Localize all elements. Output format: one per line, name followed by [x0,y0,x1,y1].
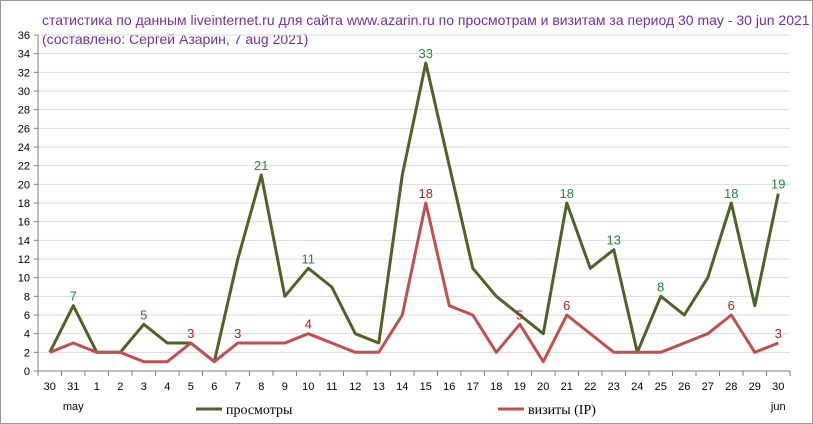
data-label: 3 [234,326,241,341]
x-tick-label: 27 [702,381,714,393]
data-label: 7 [70,289,77,304]
y-tick-label: 18 [18,198,30,210]
x-tick-label: 22 [584,381,596,393]
x-tick-label: 18 [490,381,502,393]
y-tick-label: 30 [18,86,30,98]
gridlines [38,34,790,353]
y-tick-label: 14 [18,235,30,247]
x-tick-label: 25 [655,381,667,393]
x-tick-label: 4 [164,381,170,393]
y-tick-label: 2 [24,347,30,359]
data-label: 18 [560,186,574,201]
data-label: 5 [140,307,147,322]
chart-title: статистика по данным liveinternet.ru для… [42,12,810,28]
legend-label: просмотры [226,403,293,418]
data-label: 33 [419,46,433,61]
x-tick-label: 5 [188,381,194,393]
data-label: 3 [775,326,782,341]
y-tick-label: 34 [18,49,30,61]
x-tick-label: 17 [467,381,479,393]
series-line-0 [48,61,780,364]
legend: просмотры визиты (IP) [196,403,596,418]
data-label: 21 [254,158,268,173]
data-label: 8 [657,279,664,294]
x-tick-label: 26 [678,381,690,393]
x-tick-label: 14 [396,381,408,393]
y-tick-label: 20 [18,179,30,191]
y-tick-label: 26 [18,123,30,135]
y-tick-label: 28 [18,105,30,117]
x-tick-label: 21 [561,381,573,393]
x-tick-label: 20 [537,381,549,393]
x-tick-label: 29 [749,381,761,393]
x-tick-label: 7 [235,381,241,393]
x-tick-label: 11 [326,381,337,393]
y-tick-label: 0 [24,366,30,378]
data-label: 18 [419,186,433,201]
data-label: 19 [771,177,785,192]
data-label: 13 [607,233,621,248]
data-label: 6 [728,298,735,313]
x-tick-label: 10 [302,381,314,393]
x-tick-label: 12 [349,381,361,393]
series-line-1 [49,201,779,364]
legend-label: визиты (IP) [528,403,596,418]
y-tick-label: 24 [18,142,30,154]
data-label: 4 [305,317,312,332]
x-tick-label: 6 [211,381,217,393]
x-tick-label: 1 [94,381,100,393]
x-tick-label: 9 [282,381,288,393]
x-tick-label: 31 [67,381,79,393]
x-tick-label: 19 [514,381,526,393]
y-tick-label: 16 [18,217,30,229]
y-tick-label: 8 [24,291,30,303]
x-tick-label: 28 [725,381,737,393]
y-tick-label: 32 [18,67,30,79]
month-label: may [63,401,84,413]
x-tick-label: 13 [373,381,385,393]
data-label: 5 [516,307,523,322]
x-tick-label: 8 [258,381,264,393]
data-label: 18 [724,186,738,201]
y-tick-label: 4 [24,329,30,341]
x-tick-label: 30 [772,381,784,393]
x-tick-label: 2 [117,381,123,393]
y-tick-label: 6 [24,310,30,322]
y-tick-label: 36 [18,30,30,42]
x-tick-label: 30 [44,381,56,393]
x-tick-label: 3 [141,381,147,393]
x-tick-label: 16 [443,381,455,393]
y-tick-label: 12 [18,254,30,266]
x-tick-label: 15 [420,381,432,393]
month-label: jun [770,401,786,413]
series-lines [48,61,780,364]
data-label: 11 [302,251,316,266]
x-axis-ticks: 30 31 1 2 3 4 5 6 7 8 9 10 11 12 13 14 15 16 17 18 19 20 21 22 2… [44,381,786,413]
x-tick-label: 23 [608,381,620,393]
y-tick-label: 10 [18,273,30,285]
y-tick-label: 22 [18,161,30,173]
axes [34,34,791,376]
x-tick-label: 24 [631,381,643,393]
data-label: 6 [563,298,570,313]
data-label: 3 [187,326,194,341]
